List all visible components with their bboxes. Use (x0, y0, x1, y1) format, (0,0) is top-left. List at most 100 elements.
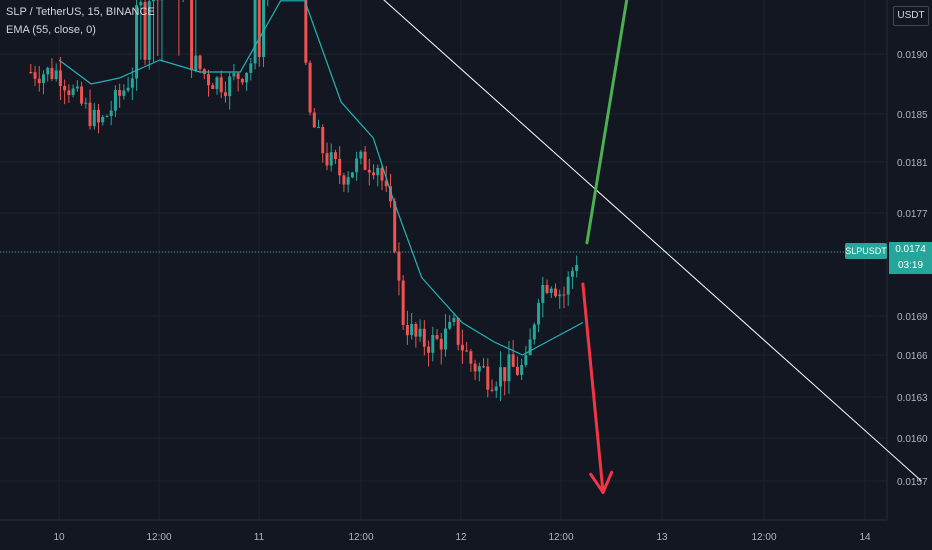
candle-body (431, 335, 435, 353)
time-axis[interactable]: 10 12:00 11 12:00 12 12:00 13 12:00 14 (53, 532, 871, 543)
candle-body (321, 127, 325, 154)
candle-body (465, 350, 469, 352)
candle-body (503, 367, 507, 382)
candle-body (130, 78, 134, 88)
y-tick-label: 0.0163 (897, 393, 928, 404)
candle-body (452, 317, 456, 323)
candle-body (223, 92, 227, 97)
symbol-price-tag: SLPUSDT (845, 243, 887, 259)
candle-body (443, 328, 447, 350)
bar-countdown: 03:19 (897, 260, 924, 271)
candle-body (317, 127, 321, 129)
candle-body (528, 339, 532, 356)
candle-body (515, 366, 519, 375)
x-tick-label: 12:00 (751, 532, 776, 543)
candle-body (490, 389, 494, 391)
candle-body (427, 346, 431, 353)
candle-body (363, 151, 367, 170)
candle-body (545, 285, 549, 294)
candle-body (63, 85, 67, 91)
candle-body (511, 354, 515, 367)
y-tick-label: 0.0166 (897, 351, 928, 362)
candle-body (372, 172, 376, 176)
candle-body (422, 328, 426, 347)
candle-body (532, 324, 536, 340)
candle-body (113, 89, 117, 111)
candle-body (507, 354, 511, 382)
candle-body (249, 63, 253, 73)
candle-body (524, 355, 528, 365)
x-tick-label: 11 (254, 532, 265, 543)
trend-line[interactable] (305, 0, 922, 482)
candle-body (469, 351, 473, 364)
candle-body (101, 116, 105, 123)
candle-body (418, 328, 422, 337)
y-tick-label: 0.0181 (897, 158, 928, 169)
candle-body (147, 1, 151, 60)
candle-body (215, 77, 219, 89)
candle-body (460, 344, 464, 351)
ema-legend: EMA (55, close, 0) (6, 24, 96, 36)
candle-body (448, 322, 452, 329)
candle-body (54, 70, 58, 79)
candle-body (152, 0, 156, 2)
candle-body (304, 0, 308, 63)
candle-body (393, 201, 397, 252)
candle-body (376, 167, 380, 176)
y-tick-label: 0.0157 (897, 477, 928, 488)
candle-body (228, 76, 232, 97)
candle-body (211, 85, 215, 89)
last-price-value: 0.0174 (895, 244, 926, 255)
candle-body (257, 0, 261, 58)
candle-body (359, 151, 363, 159)
candle-body (558, 294, 562, 297)
candle-body (253, 0, 257, 64)
candle-body (477, 366, 481, 372)
candle-body (342, 175, 346, 185)
candle-body (262, 0, 266, 58)
arrows (581, 0, 629, 494)
candle-body (122, 90, 126, 96)
candle-body (139, 2, 143, 6)
candle-body (397, 251, 401, 281)
candle-body (92, 109, 96, 127)
currency-unit-button[interactable]: USDT (893, 6, 929, 26)
ema-line (58, 0, 584, 356)
candle-body (325, 153, 329, 166)
y-tick-label: 0.0190 (897, 50, 928, 61)
candle-body (41, 74, 45, 84)
x-tick-label: 12:00 (146, 532, 171, 543)
candle-body (494, 386, 498, 391)
candle-body (575, 265, 579, 271)
candle-body (80, 86, 84, 104)
candle-body (143, 2, 147, 60)
candle-body (520, 364, 524, 375)
candle-body (84, 102, 88, 104)
candle-body (482, 366, 486, 368)
candle-body (384, 180, 388, 187)
candle-body (135, 5, 139, 79)
candle-body (236, 73, 240, 79)
candle-body (410, 323, 414, 336)
candle-body (346, 177, 350, 185)
candle-body (109, 110, 113, 116)
candle-body (245, 72, 249, 83)
candle-body (439, 338, 443, 350)
candle-body (414, 323, 418, 337)
candle-body (240, 78, 244, 83)
candle-body (194, 55, 198, 71)
candle-body (380, 167, 384, 181)
candle-body (405, 325, 409, 336)
candle-body (71, 88, 75, 95)
candle-body (549, 288, 553, 294)
x-tick-label: 12:00 (348, 532, 373, 543)
candle-body (333, 152, 337, 159)
candle-body (553, 288, 557, 297)
price-axis[interactable]: 0.0190 0.0185 0.0181 0.0177 0.0169 0.0166 0.01… (897, 50, 928, 488)
candle-body (88, 102, 92, 127)
y-tick-label: 0.0160 (897, 434, 928, 445)
y-tick-label: 0.0177 (897, 209, 928, 220)
candle-body (207, 74, 211, 86)
candle-body (96, 109, 100, 123)
